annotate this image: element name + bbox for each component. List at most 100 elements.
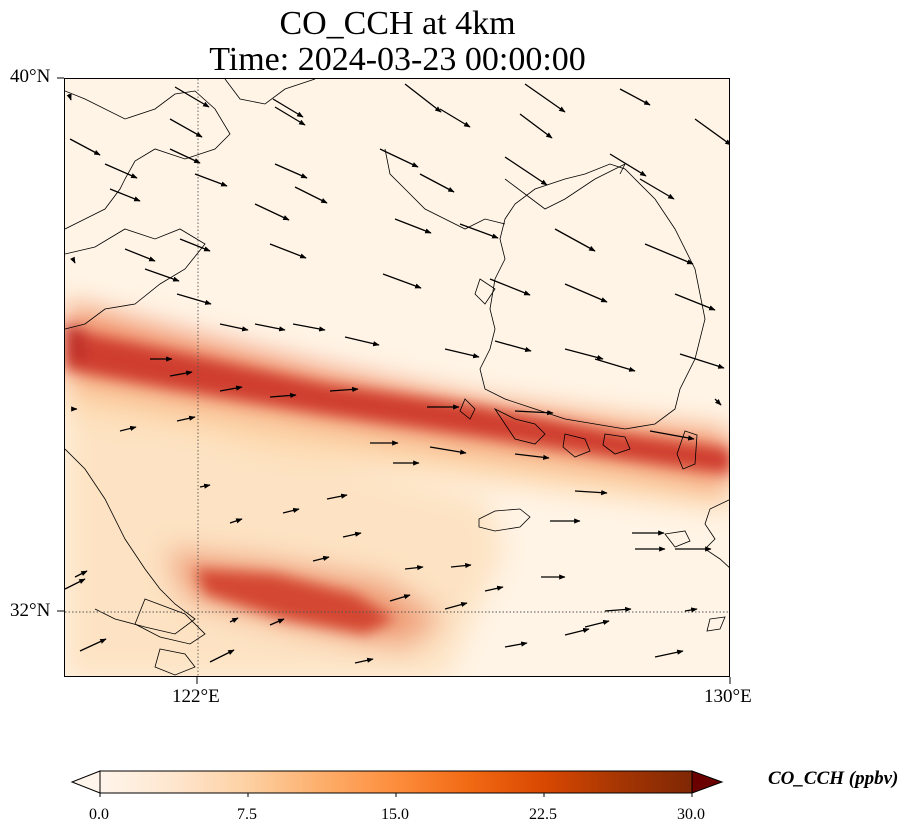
wind-vector-arrow (594, 358, 636, 372)
wind-vector-arrow (342, 531, 362, 538)
wind-vector-arrow (119, 425, 137, 432)
wind-vector-arrow (274, 163, 308, 179)
wind-vector-arrow (604, 606, 632, 613)
wind-vector-arrow (144, 268, 180, 282)
coastlines (65, 79, 729, 676)
wind-vector-arrow (564, 627, 590, 636)
wind-vector-arrow (194, 173, 228, 187)
wind-vector-arrow (65, 578, 86, 590)
wind-vector-arrow (654, 649, 684, 658)
wind-vector-arrow (649, 430, 695, 441)
wind-vector-arrow (169, 370, 193, 377)
map-subtitle-time: Time: 2024-03-23 00:00:00 (209, 41, 586, 78)
concentration-core (65, 324, 729, 634)
wind-vector-arrow (344, 336, 380, 347)
wind-vector-arrow (326, 493, 348, 500)
wind-vector-arrow (69, 138, 101, 156)
wind-vector-arrow (169, 148, 201, 164)
graticule (65, 79, 729, 676)
wind-vector-arrow (459, 223, 499, 239)
wind-vector-arrow (489, 278, 531, 296)
wind-vector-arrow (619, 88, 651, 106)
wind-vector-arrow (554, 228, 596, 252)
wind-vector-arrow (444, 348, 480, 359)
wind-vector-arrow (274, 106, 306, 126)
wind-vector-arrow (564, 348, 604, 361)
wind-vector-arrow (269, 243, 307, 259)
wind-vector-arrow (684, 607, 698, 613)
wind-vector-arrow (229, 617, 239, 623)
wind-vector-arrow (179, 238, 211, 252)
lat-label-32n: 32°N (10, 600, 51, 621)
wind-vector-arrow (429, 446, 467, 455)
wind-vector-arrow (379, 148, 419, 168)
wind-vector-arrow (329, 386, 359, 393)
wind-vector-arrow (404, 565, 424, 571)
wind-vector-arrow (694, 118, 729, 146)
wind-vector-arrow (74, 570, 88, 578)
map-title: CO_CCH at 4km (279, 5, 516, 42)
wind-vector-arrow (714, 398, 722, 406)
wind-vector-arrow (176, 293, 212, 305)
wind-vector-arrow (394, 218, 432, 234)
wind-vector-arrow (269, 392, 297, 399)
wind-vector-arrow (564, 283, 608, 303)
wind-vector-arrow (484, 585, 504, 592)
wind-vector-arrow (272, 98, 304, 118)
colorbar-gradient (99, 770, 693, 794)
map-panel[interactable] (64, 78, 730, 677)
wind-vector-arrow (219, 323, 249, 332)
wind-vector-arrow (109, 188, 141, 202)
wind-vector-arrow (176, 415, 196, 422)
wind-vector-arrow (382, 273, 422, 289)
map-canvas (65, 79, 729, 676)
wind-vector-arrow (404, 83, 442, 113)
lon-label-130e: 130°E (704, 686, 752, 707)
wind-vector-arrow (209, 649, 235, 663)
colorbar-tick-1: 7.5 (237, 806, 257, 823)
wind-vector-arrow (574, 490, 608, 496)
wind-vector-arrow (609, 153, 647, 177)
wind-vector-arrow (124, 248, 156, 262)
wind-vector-arrow (504, 641, 528, 648)
wind-vector-arrow (439, 108, 471, 128)
wind-vector-arrow (450, 562, 472, 569)
wind-vector-arrow (174, 86, 210, 108)
wind-vector-arrow (229, 518, 243, 524)
wind-vector-arrow (66, 93, 72, 101)
wind-vector-arrow (294, 186, 328, 204)
colorbar-tick-0: 0.0 (89, 806, 109, 823)
wind-vector-arrow (679, 353, 725, 369)
wind-vector-arrow (419, 173, 455, 193)
colorbar-tick-3: 22.5 (529, 806, 557, 823)
wind-vector-arrow (584, 619, 610, 628)
wind-vector-arrow (254, 203, 290, 221)
wind-vector-arrow (644, 243, 694, 265)
lon-label-122e: 122°E (172, 686, 220, 707)
wind-vector-arrow (79, 638, 107, 652)
wind-vector-arrow (312, 555, 330, 562)
wind-vector-arrow (199, 483, 211, 489)
wind-vector-arrow (219, 385, 243, 392)
wind-vector-arrow (494, 340, 532, 352)
wind-vector-arrow (514, 453, 550, 460)
wind-vector-arrow (524, 83, 566, 113)
colorbar-tick-4: 30.0 (677, 806, 705, 823)
wind-vector-arrow (169, 118, 203, 138)
wind-vector-arrow (282, 507, 300, 514)
colorbar-label: CO_CCH (ppbv) (768, 768, 899, 789)
wind-vector-arrow (519, 113, 553, 139)
wind-vector-arrow (444, 602, 468, 610)
wind-vector-arrow (389, 594, 411, 602)
wind-vector-arrow (504, 156, 548, 186)
wind-vector-arrow (292, 323, 326, 332)
colorbar-max-extend (691, 770, 724, 794)
wind-vector-arrow (269, 618, 285, 626)
wind-vector-arrow (104, 163, 138, 179)
lat-label-40n: 40°N (10, 66, 51, 87)
wind-vector-arrow (514, 410, 554, 416)
wind-vector-arrow (254, 323, 286, 332)
colorbar-tick-2: 15.0 (381, 806, 409, 823)
